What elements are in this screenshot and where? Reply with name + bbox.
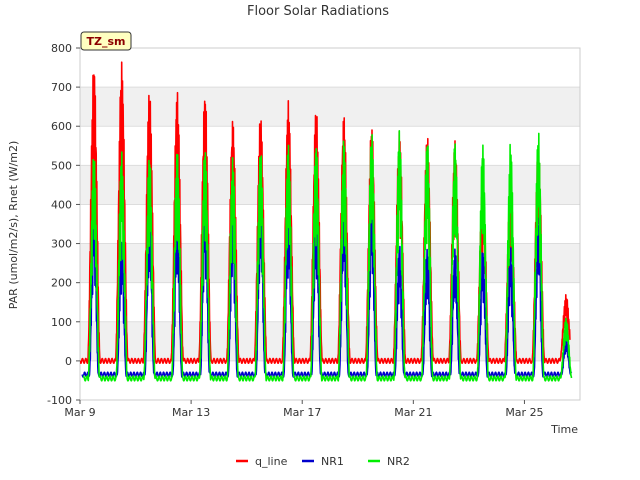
y-tick-label: -100 (47, 394, 72, 407)
x-tick-label: Mar 25 (505, 406, 543, 419)
series-line-q_line (80, 61, 571, 365)
y-tick-label: 800 (51, 42, 72, 55)
y-axis-ticks: -100 0 100 200 300 400 500 600 700 800 (47, 42, 80, 407)
background-band (80, 165, 580, 205)
x-tick-label: Mar 21 (394, 406, 432, 419)
series-lines (80, 61, 573, 382)
x-axis-label: Time (550, 423, 578, 436)
x-tick-label: Mar 9 (64, 406, 95, 419)
site-tag: TZ_sm (80, 31, 132, 51)
plot-background-bands (80, 87, 580, 361)
y-tick-label: 100 (51, 316, 72, 329)
legend-label-NR1: NR1 (321, 455, 344, 468)
y-tick-label: 600 (51, 120, 72, 133)
series-line-NR2 (82, 130, 573, 382)
legend-label-NR2: NR2 (387, 455, 410, 468)
y-tick-label: 500 (51, 159, 72, 172)
legend-label-q_line: q_line (255, 455, 288, 468)
y-tick-label: 300 (51, 238, 72, 251)
y-axis-label: PAR (umol/m2/s), Rnet (W/m2) (7, 141, 20, 310)
background-band (80, 321, 580, 361)
x-axis-ticks: Mar 9 Mar 13 Mar 17 Mar 21 Mar 25 (64, 400, 544, 419)
y-tick-label: 400 (51, 198, 72, 211)
chart-title: Floor Solar Radiations (247, 4, 389, 19)
y-tick-label: 0 (65, 355, 72, 368)
legend: q_line NR1 NR2 (236, 455, 410, 468)
y-tick-label: 700 (51, 81, 72, 94)
y-tick-label: 200 (51, 277, 72, 290)
site-tag-label: TZ_sm (87, 35, 126, 48)
x-tick-label: Mar 13 (172, 406, 210, 419)
background-band (80, 243, 580, 283)
background-band (80, 87, 580, 127)
x-tick-label: Mar 17 (283, 406, 321, 419)
plot-area (79, 47, 581, 401)
